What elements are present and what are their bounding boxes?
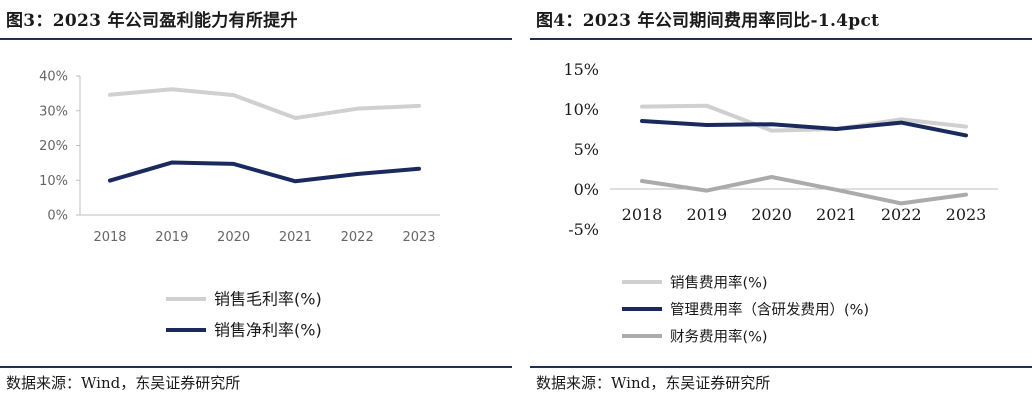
left-source-note: 数据来源：Wind，东吴证券研究所 — [6, 374, 241, 392]
left-chart-panel: 图3：2023 年公司盈利能力有所提升 0% 10% 20% 30% 40% 2018 20… — [0, 0, 512, 403]
legend-label: 财务费用率(%) — [670, 329, 768, 346]
right-line-chart: -5% 0% 5% 10% 15% 2018 2019 2020 2021 2022 2023 销售费… — [563, 60, 998, 346]
y-tick-label: 10% — [39, 174, 68, 189]
left-title-rule — [0, 38, 512, 40]
x-tick-label: 2019 — [686, 205, 727, 224]
y-tick-label: -5% — [568, 220, 599, 239]
x-tick-label: 2018 — [622, 205, 663, 224]
legend-label: 销售净利率(%) — [214, 321, 322, 340]
legend-label: 管理费用率（含研发费用）(%) — [670, 302, 869, 319]
x-tick-label: 2018 — [93, 230, 126, 245]
right-title-rule — [530, 38, 1032, 40]
series-line-1 — [108, 87, 421, 121]
legend-label: 销售毛利率(%) — [214, 290, 322, 309]
y-tick-label: 10% — [563, 100, 599, 119]
series-line-2 — [640, 119, 968, 138]
series-line-3 — [640, 175, 968, 206]
x-tick-label: 2020 — [751, 205, 792, 224]
x-tick-label: 2022 — [881, 205, 922, 224]
series-line-1 — [640, 103, 968, 133]
x-tick-label: 2021 — [279, 230, 312, 245]
right-source-note: 数据来源：Wind，东吴证券研究所 — [536, 374, 771, 392]
y-tick-label: 40% — [39, 70, 68, 85]
legend-label: 销售费用率(%) — [670, 275, 768, 292]
y-tick-label: 5% — [574, 140, 599, 159]
series-line-2 — [108, 160, 421, 184]
y-tick-label: 15% — [563, 60, 599, 79]
x-tick-label: 2023 — [946, 205, 987, 224]
y-tick-label: 0% — [574, 180, 599, 199]
x-tick-label: 2023 — [402, 230, 435, 245]
y-tick-label: 0% — [47, 209, 68, 224]
y-tick-label: 30% — [39, 104, 68, 119]
right-chart-panel: 图4：2023 年公司期间费用率同比-1.4pct -5% 0% 5% 10% 15% 2… — [530, 0, 1032, 403]
x-tick-label: 2021 — [816, 205, 857, 224]
left-bottom-rule — [0, 366, 512, 368]
left-chart-title: 图3：2023 年公司盈利能力有所提升 — [6, 11, 298, 31]
y-tick-label: 20% — [39, 139, 68, 154]
right-bottom-rule — [530, 366, 1032, 368]
x-tick-label: 2019 — [155, 230, 188, 245]
left-line-chart: 0% 10% 20% 30% 40% 2018 2019 2020 2021 2022 2023 销售… — [39, 70, 440, 340]
right-chart-title: 图4：2023 年公司期间费用率同比-1.4pct — [536, 11, 880, 31]
x-tick-label: 2022 — [341, 230, 374, 245]
x-tick-label: 2020 — [217, 230, 250, 245]
